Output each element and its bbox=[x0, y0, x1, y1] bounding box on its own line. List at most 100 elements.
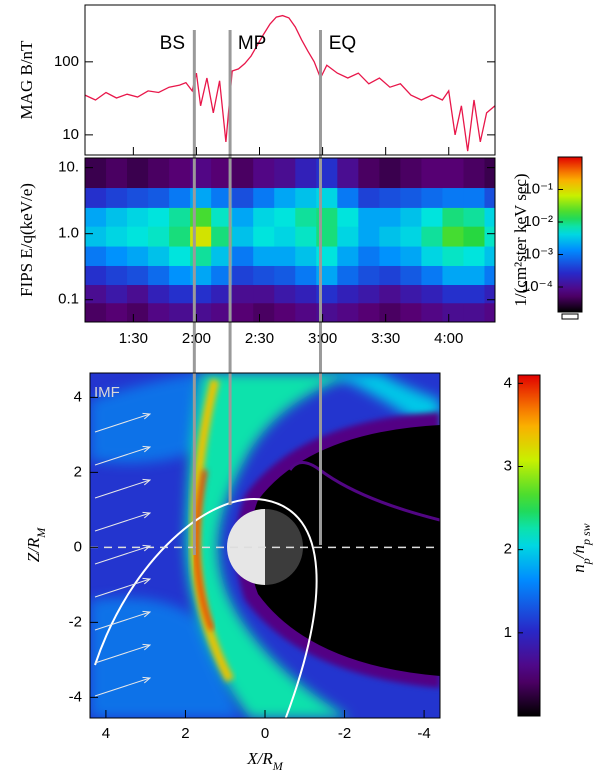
heatmap-cell bbox=[253, 284, 275, 304]
heatmap-cell bbox=[106, 265, 128, 286]
heatmap-cell bbox=[484, 265, 495, 286]
heatmap-cell bbox=[274, 187, 296, 208]
label-part: X/R bbox=[246, 749, 273, 768]
heatmap-cell bbox=[85, 246, 107, 266]
heatmap-cell bbox=[169, 207, 191, 227]
imf-arrow bbox=[94, 579, 150, 598]
heatmap-cell bbox=[211, 207, 233, 227]
heatmap-cell bbox=[295, 246, 317, 266]
heatmap-cell bbox=[232, 246, 254, 266]
heatmap-cell bbox=[169, 265, 191, 286]
heatmap-cell bbox=[400, 246, 422, 266]
heatmap-cell bbox=[358, 246, 380, 266]
y-tick-label: -2 bbox=[69, 613, 82, 630]
heatmap-cell bbox=[85, 284, 107, 304]
imf-arrow bbox=[94, 645, 150, 664]
heatmap-cell bbox=[211, 302, 233, 322]
heatmap-cell bbox=[358, 265, 380, 286]
label-part: /n bbox=[569, 545, 588, 559]
colorbar-tick-label: 10⁻¹ bbox=[523, 180, 553, 197]
heatmap-cell bbox=[295, 158, 317, 189]
heatmap bbox=[85, 158, 495, 322]
label-subscript: p bbox=[579, 558, 593, 565]
x-tick-label: 1:30 bbox=[119, 330, 148, 347]
imf-arrow bbox=[94, 447, 150, 466]
lobe-structure bbox=[288, 461, 440, 522]
heatmap-cell bbox=[106, 284, 128, 304]
heatmap-cell bbox=[232, 207, 254, 227]
heatmap-cell bbox=[295, 265, 317, 286]
y-tick-label: -4 bbox=[69, 688, 82, 705]
imf-arrow bbox=[94, 546, 150, 565]
heatmap-cell bbox=[232, 226, 254, 247]
heatmap-cell bbox=[358, 284, 380, 304]
heatmap-cell bbox=[379, 265, 401, 286]
axis-label: Z/RM bbox=[24, 527, 48, 563]
heatmap-cell bbox=[85, 302, 107, 322]
heatmap-cell bbox=[484, 246, 495, 266]
heatmap-cell bbox=[253, 302, 275, 322]
axis-label: np/np sw bbox=[569, 523, 593, 572]
y-tick-label: 10. bbox=[58, 159, 79, 176]
heatmap-cell bbox=[421, 207, 443, 227]
heatmap-cell bbox=[232, 265, 254, 286]
heatmap-cell bbox=[463, 265, 485, 286]
heatmap-cell bbox=[169, 187, 191, 208]
y-tick-label: 0 bbox=[74, 538, 82, 555]
heatmap-cell bbox=[379, 302, 401, 322]
colorbar-tick-label: 10⁻⁴ bbox=[522, 278, 553, 295]
heatmap-cell bbox=[295, 187, 317, 208]
heatmap-cell bbox=[463, 158, 485, 189]
heatmap-cell bbox=[379, 207, 401, 227]
heatmap-cell bbox=[337, 246, 359, 266]
model-boundary bbox=[94, 498, 318, 718]
imf-arrow bbox=[94, 414, 150, 433]
colorbar bbox=[557, 156, 583, 313]
heatmap-cell bbox=[169, 158, 191, 189]
density-image bbox=[90, 373, 440, 718]
heatmap-cell bbox=[358, 207, 380, 227]
heatmap-cell bbox=[85, 158, 107, 189]
colorbar-tick-label: 1 bbox=[504, 624, 512, 641]
x-tick-label: 4 bbox=[102, 725, 110, 742]
heatmap-cell bbox=[295, 284, 317, 304]
heatmap-cell bbox=[484, 302, 495, 322]
heatmap-cell bbox=[169, 284, 191, 304]
event-label: BS bbox=[160, 33, 185, 54]
heatmap-cell bbox=[463, 284, 485, 304]
colorbar-tick-label: 2 bbox=[504, 541, 512, 558]
heatmap-cell bbox=[232, 187, 254, 208]
heatmap-cell bbox=[421, 187, 443, 208]
heatmap-cell bbox=[274, 226, 296, 247]
heatmap-cell bbox=[379, 284, 401, 304]
heatmap-cell bbox=[442, 265, 464, 286]
heatmap-cell bbox=[127, 187, 149, 208]
colorbar-tick-label: 10⁻² bbox=[523, 213, 553, 230]
heatmap-cell bbox=[421, 265, 443, 286]
imf-arrow bbox=[94, 480, 150, 499]
label-part: Z/R bbox=[24, 537, 43, 562]
axis-label: X/RM bbox=[246, 749, 284, 773]
heatmap-cell bbox=[211, 158, 233, 189]
heatmap-cell bbox=[442, 158, 464, 189]
heatmap-cell bbox=[484, 158, 495, 189]
y-tick-label: 4 bbox=[74, 388, 82, 405]
x-tick-label: 2:30 bbox=[245, 330, 274, 347]
heatmap-cell bbox=[442, 207, 464, 227]
sheath-outer bbox=[330, 373, 440, 440]
heatmap-cell bbox=[379, 187, 401, 208]
heatmap-cell bbox=[400, 226, 422, 247]
label-subscript: p sw bbox=[579, 523, 593, 546]
heatmap-cell bbox=[253, 226, 275, 247]
heatmap-cell bbox=[148, 302, 170, 322]
heatmap-cell bbox=[169, 302, 191, 322]
heatmap-cell bbox=[400, 302, 422, 322]
heatmap-cell bbox=[400, 265, 422, 286]
heatmap-cell bbox=[337, 207, 359, 227]
heatmap-cell bbox=[148, 284, 170, 304]
heatmap-cell bbox=[358, 226, 380, 247]
heatmap-cell bbox=[337, 226, 359, 247]
heatmap-cell bbox=[106, 207, 128, 227]
